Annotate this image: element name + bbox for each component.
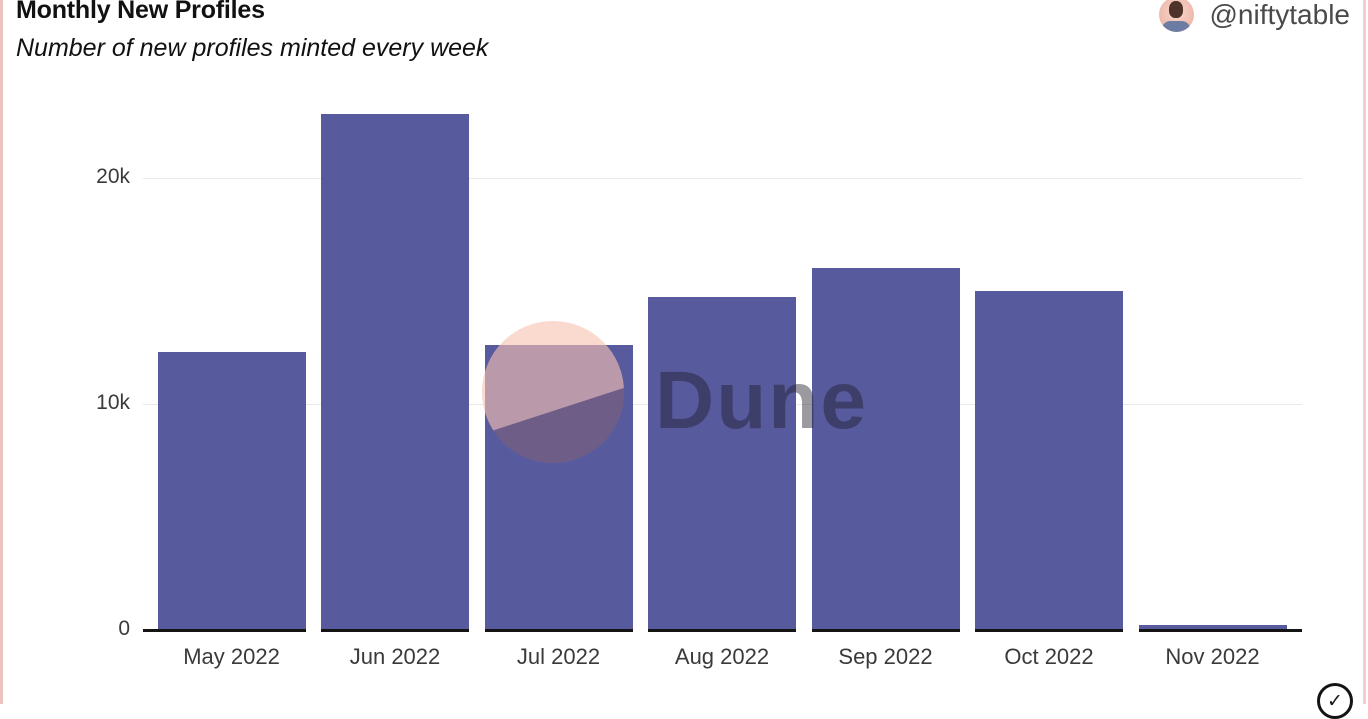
x-axis-tick-jul-2022: Jul 2022 [516, 644, 601, 669]
card-left-border [0, 0, 3, 704]
x-axis-baseline-segment-aug-2022 [648, 629, 796, 632]
bar-may-2022[interactable] [157, 351, 306, 630]
bar-oct-2022[interactable] [975, 290, 1123, 630]
card-right-border [1363, 0, 1366, 704]
x-axis-baseline-segment-jul-2022 [484, 629, 633, 632]
bar-nov-2022[interactable] [1138, 624, 1287, 630]
person-avatar-icon[interactable] [1158, 0, 1194, 32]
author-handle[interactable]: @niftytable [1209, 0, 1351, 30]
x-axis-tick-sep-2022: Sep 2022 [838, 644, 933, 669]
x-axis-baseline-segment-jun-2022 [321, 629, 469, 632]
circle-check-icon[interactable]: ✓ [1317, 683, 1353, 719]
y-axis-tick-0: 0 [118, 617, 130, 640]
bar-aug-2022[interactable] [648, 297, 796, 630]
bar-jun-2022[interactable] [321, 114, 469, 630]
x-axis-tick-may-2022: May 2022 [183, 644, 280, 669]
avatar-head-shape [1169, 1, 1183, 18]
x-axis-tick-nov-2022: Nov 2022 [1165, 644, 1260, 669]
page-subtitle: Number of new profiles minted every week [16, 34, 489, 62]
avatar-shirt-shape [1161, 21, 1191, 32]
y-axis-tick-20k: 20k [96, 165, 130, 188]
x-axis-tick-aug-2022: Aug 2022 [674, 644, 770, 669]
author-attribution[interactable]: @niftytable [1158, 0, 1351, 32]
y-axis-tick-10k: 10k [96, 391, 130, 414]
bar-jul-2022[interactable] [484, 344, 633, 630]
check-glyph: ✓ [1327, 690, 1343, 712]
bar-chart-plot-area: 0 10k 20k May 2022 Jun 2022 Jul 2022 Aug 2022 S… [96, 114, 1302, 669]
x-axis-tick-oct-2022: Oct 2022 [1004, 644, 1094, 669]
bar-sep-2022[interactable] [811, 267, 960, 630]
x-axis-tick-jun-2022: Jun 2022 [349, 644, 441, 669]
x-axis-baseline-segment-nov-2022 [1138, 629, 1302, 632]
x-axis-baseline-segment-sep-2022 [811, 629, 960, 632]
gridline-20k [143, 178, 1302, 179]
page-title: Monthly New Profiles [16, 0, 265, 24]
x-axis-baseline-segment-oct-2022 [975, 629, 1123, 632]
x-axis-baseline-segment-may-2022 [143, 629, 306, 632]
